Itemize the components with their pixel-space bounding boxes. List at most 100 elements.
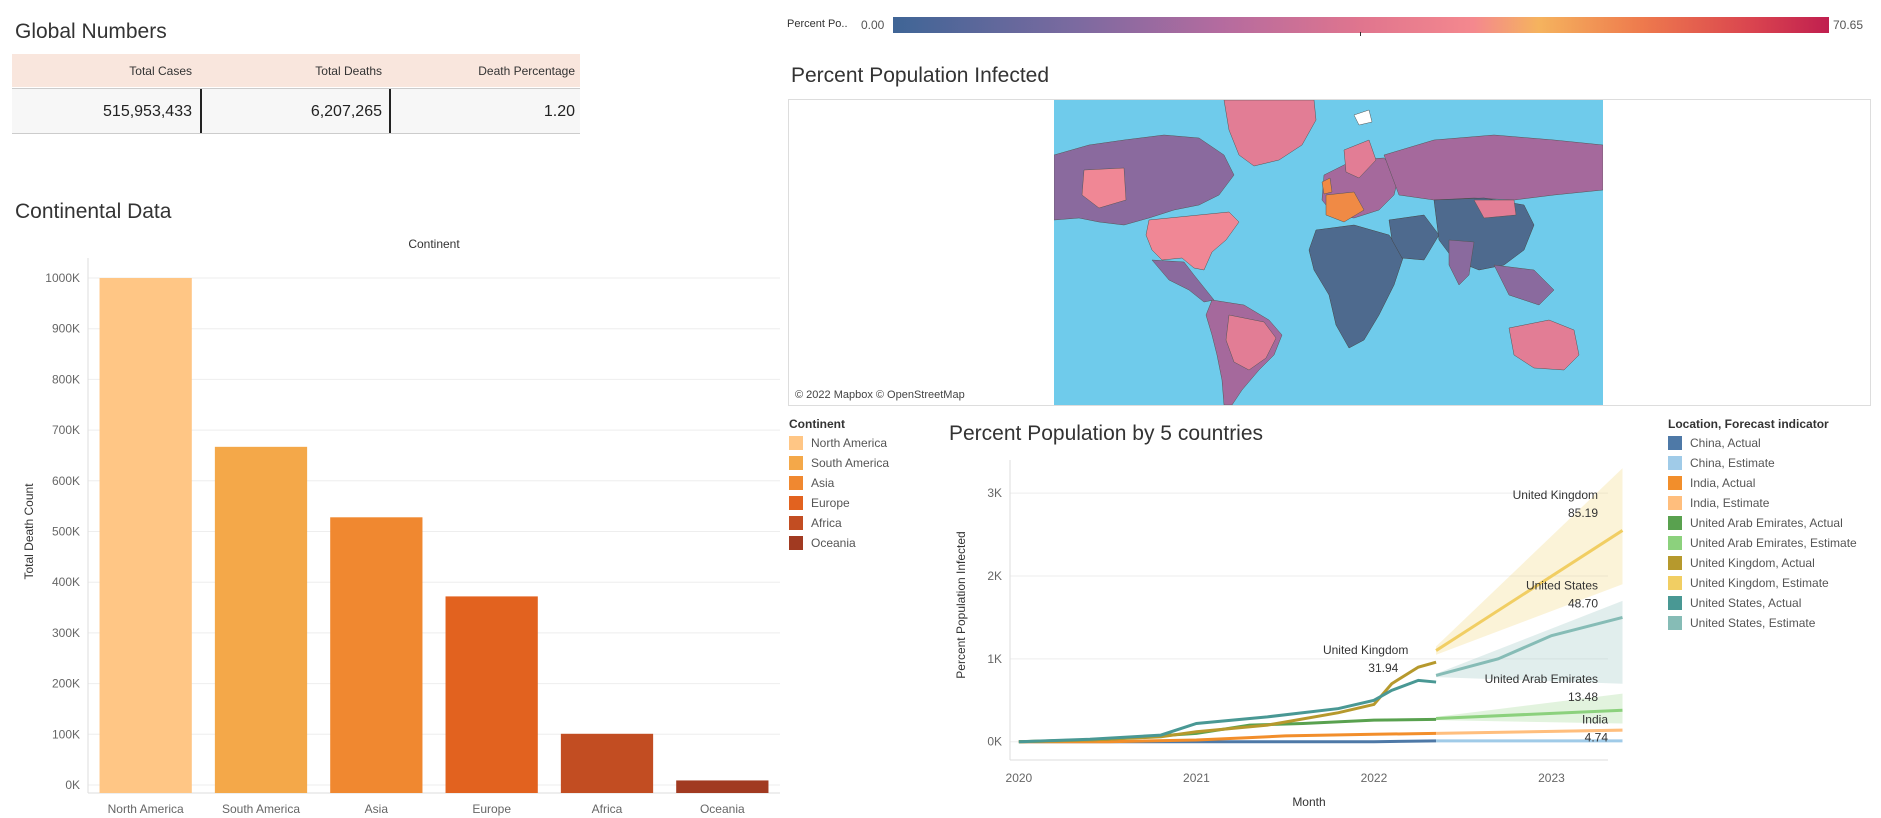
legend-swatch	[1668, 436, 1682, 450]
brazil-shape	[1225, 314, 1277, 371]
australia-shape	[1508, 319, 1580, 371]
line-x-tick-label: 2023	[1538, 771, 1565, 785]
bar-oceania[interactable]	[676, 780, 769, 793]
western-europe-shape	[1325, 191, 1365, 223]
bar-south-america[interactable]	[214, 446, 308, 793]
legend-swatch	[1668, 496, 1682, 510]
continent-legend-item[interactable]: Oceania	[789, 535, 856, 551]
map-credit: © 2022 Mapbox © OpenStreetMap	[795, 389, 965, 401]
middle-east-shape	[1388, 214, 1440, 261]
annotation-label: United States	[1526, 578, 1598, 592]
continent-legend-item[interactable]: Africa	[789, 515, 842, 531]
scandinavia-shape	[1343, 139, 1377, 179]
line-y-tick-label: 0K	[987, 735, 1002, 749]
colorbar-min-label: 0.00	[861, 18, 885, 32]
bar-x-tick-label: Africa	[592, 802, 623, 816]
uk-shape	[1321, 177, 1333, 195]
location-legend-item[interactable]: United Kingdom, Actual	[1668, 555, 1815, 571]
bar-x-axis-label: Continent	[408, 237, 460, 251]
legend-label: United Kingdom, Estimate	[1690, 576, 1829, 590]
bar-x-tick-label: North America	[108, 802, 184, 816]
legend-swatch	[789, 536, 803, 550]
legend-label: United Kingdom, Actual	[1690, 556, 1815, 570]
legend-label: India, Estimate	[1690, 496, 1770, 510]
location-legend-item[interactable]: United States, Actual	[1668, 595, 1801, 611]
bar-x-tick-label: Oceania	[700, 802, 745, 816]
legend-label: Asia	[811, 476, 835, 490]
legend-label: United States, Estimate	[1690, 616, 1816, 630]
greenland-shape	[1223, 100, 1317, 167]
location-legend-item[interactable]: United Kingdom, Estimate	[1668, 575, 1829, 591]
annotation-value: 31.94	[1368, 661, 1398, 675]
legend-swatch	[789, 496, 803, 510]
annotation-label: United Kingdom	[1323, 643, 1408, 657]
location-legend-item[interactable]: China, Actual	[1668, 435, 1761, 451]
line-x-tick-label: 2020	[1006, 771, 1033, 785]
continent-legend-item[interactable]: Asia	[789, 475, 834, 491]
bar-x-tick-label: Asia	[365, 802, 389, 816]
bar-y-tick-label: 200K	[52, 677, 80, 691]
percent-population-line-chart: 0K 1K 2K 3K 2020 2021 2022 2023 Month Percent Pop…	[954, 460, 1624, 809]
column-divider	[389, 89, 391, 133]
legend-swatch	[1668, 556, 1682, 570]
colorbar-label: Percent Po..	[787, 18, 848, 30]
continent-legend-item[interactable]: North America	[789, 435, 887, 451]
bar-y-tick-label: 1000K	[45, 271, 80, 285]
bar-y-axis-label: Total Death Count	[22, 483, 36, 580]
legend-label: China, Actual	[1690, 436, 1761, 450]
location-legend-item[interactable]: China, Estimate	[1668, 455, 1775, 471]
series-line[interactable]	[1436, 708, 1623, 721]
series-line[interactable]	[1435, 529, 1624, 652]
global-numbers-title: Global Numbers	[15, 20, 167, 43]
india-shape	[1448, 239, 1475, 286]
line-y-axis-label: Percent Population Infected	[954, 531, 968, 678]
legend-swatch	[1668, 516, 1682, 530]
bar-europe[interactable]	[445, 596, 538, 793]
series-line[interactable]	[1018, 678, 1437, 744]
series-line[interactable]	[1018, 731, 1437, 744]
legend-swatch	[1668, 476, 1682, 490]
location-legend-item[interactable]: United Arab Emirates, Estimate	[1668, 535, 1857, 551]
column-divider	[200, 89, 202, 133]
header-death-percentage: Death Percentage	[478, 64, 575, 78]
legend-swatch	[789, 436, 803, 450]
death-percentage-value: 1.20	[543, 103, 575, 120]
usa-shape	[1145, 211, 1240, 271]
continent-legend-item[interactable]: South America	[789, 455, 889, 471]
legend-label: China, Estimate	[1690, 456, 1775, 470]
bar-africa[interactable]	[560, 733, 654, 793]
legend-label: Europe	[811, 496, 850, 510]
location-legend-item[interactable]: United States, Estimate	[1668, 615, 1815, 631]
bar-north-america[interactable]	[99, 278, 192, 793]
location-legend-item[interactable]: United Arab Emirates, Actual	[1668, 515, 1843, 531]
location-legend-item[interactable]: India, Actual	[1668, 475, 1755, 491]
bar-y-tick-label: 700K	[52, 423, 80, 437]
continental-bar-chart: Continent 0K 100K 200K 300K 400K 500K 600K 700K 8…	[22, 237, 780, 816]
bar-asia[interactable]	[330, 517, 423, 793]
southeast-asia-shape	[1493, 264, 1555, 306]
russia-shape	[1383, 134, 1603, 201]
total-cases-value: 515,953,433	[103, 103, 192, 120]
series-line[interactable]	[1436, 728, 1623, 735]
world-map[interactable]	[1054, 100, 1603, 405]
legend-swatch	[789, 516, 803, 530]
location-legend-item[interactable]: India, Estimate	[1668, 495, 1769, 511]
bar-x-tick-label: Europe	[472, 802, 511, 816]
header-total-deaths: Total Deaths	[315, 64, 382, 78]
series-line[interactable]	[1435, 615, 1623, 677]
annotation-label: United Kingdom	[1513, 488, 1598, 502]
map-title: Percent Population Infected	[791, 64, 1050, 87]
legend-label: Africa	[811, 516, 842, 530]
legend-label: United States, Actual	[1690, 596, 1802, 610]
mongolia-shape	[1473, 199, 1517, 219]
annotation-label: India	[1582, 712, 1608, 726]
legend-swatch	[1668, 536, 1682, 550]
annotation-value: 48.70	[1568, 596, 1598, 610]
location-legend-title: Location, Forecast indicator	[1668, 417, 1829, 431]
bar-y-tick-label: 300K	[52, 626, 80, 640]
continent-legend-title: Continent	[789, 417, 845, 431]
continent-legend-item[interactable]: Europe	[789, 495, 850, 511]
bar-y-tick-label: 800K	[52, 372, 80, 386]
annotation-value: 85.19	[1568, 506, 1598, 520]
legend-swatch	[1668, 596, 1682, 610]
